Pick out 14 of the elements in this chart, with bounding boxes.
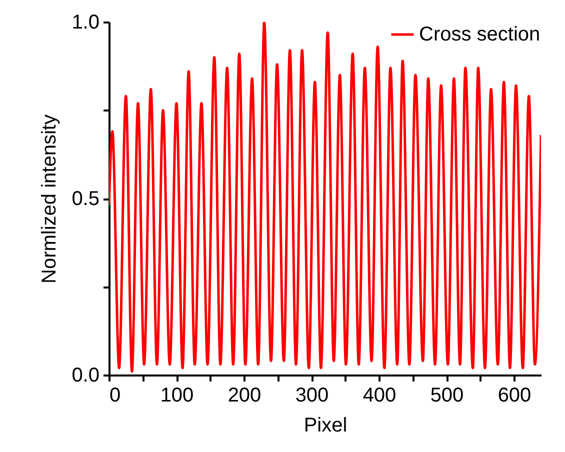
x-axis-title: Pixel <box>304 414 348 436</box>
y-tick-label: 1.0 <box>72 12 100 34</box>
y-tick-label: 0.5 <box>72 188 100 210</box>
x-tick-label: 400 <box>362 384 396 406</box>
line-series <box>109 22 541 373</box>
x-tick-label: 100 <box>160 384 194 406</box>
x-tick-label: 0 <box>110 384 121 406</box>
x-tick-label: 500 <box>430 384 464 406</box>
x-tick-label: 600 <box>498 384 532 406</box>
y-axis-title: Normlized intensity <box>38 114 61 284</box>
x-tick-label: 200 <box>228 384 262 406</box>
y-tick-label: 0.0 <box>72 364 100 386</box>
legend-label: Cross section <box>419 24 540 46</box>
x-tick-label: 300 <box>295 384 329 406</box>
